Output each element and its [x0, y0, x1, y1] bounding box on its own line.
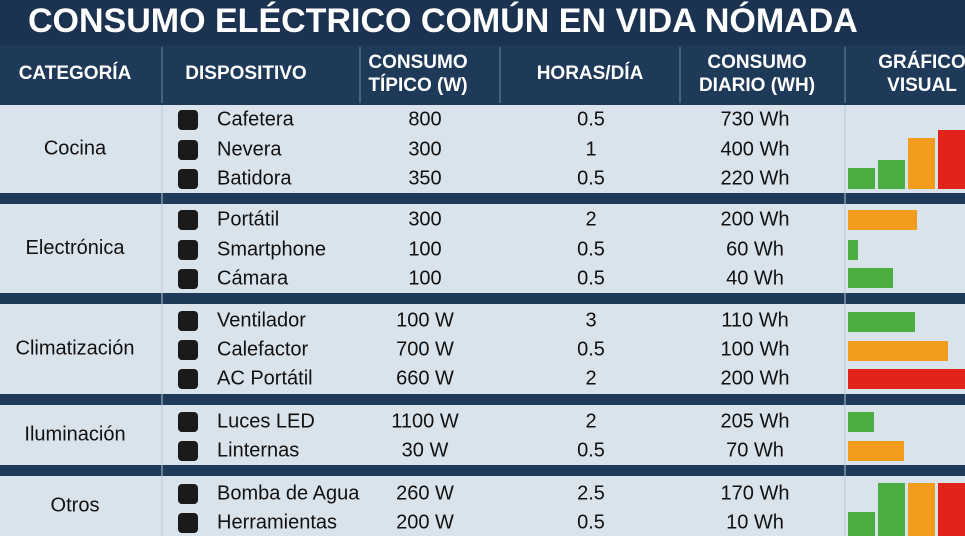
device-icon	[178, 169, 198, 189]
hours-per-day: 1	[585, 138, 596, 160]
header-label: VISUAL	[887, 75, 957, 96]
daily-consumption: 100 Wh	[721, 338, 790, 360]
device-name: Luces LED	[217, 410, 315, 432]
daily-consumption: 40 Wh	[726, 267, 784, 289]
typical-consumption: 200 W	[396, 511, 454, 533]
hours-per-day: 0.5	[577, 108, 605, 130]
device-name: Bomba de Agua	[217, 482, 360, 504]
header-label: GRÁFICO	[878, 51, 965, 73]
daily-consumption: 400 Wh	[721, 138, 790, 160]
hours-per-day: 0.5	[577, 267, 605, 289]
typical-consumption: 1100 W	[391, 410, 459, 432]
title-band	[0, 0, 965, 45]
hours-per-day: 2	[585, 410, 596, 432]
device-name: Nevera	[217, 138, 282, 160]
device-icon	[178, 269, 198, 289]
device-icon	[178, 369, 198, 389]
device-icon	[178, 412, 198, 432]
device-name: Portátil	[217, 208, 279, 230]
category-label: Otros	[51, 494, 100, 516]
hours-per-day: 0.5	[577, 511, 605, 533]
device-icon	[178, 311, 198, 331]
daily-consumption: 730 Wh	[721, 108, 790, 130]
device-icon	[178, 110, 198, 130]
device-icon	[178, 340, 198, 360]
hours-per-day: 3	[585, 309, 596, 331]
header-label: HORAS/DÍA	[537, 62, 644, 84]
typical-consumption: 660 W	[396, 367, 454, 389]
header-band	[0, 45, 965, 105]
daily-consumption: 205 Wh	[721, 410, 790, 432]
daily-consumption: 10 Wh	[726, 511, 784, 533]
hours-per-day: 2.5	[577, 482, 605, 504]
device-icon	[178, 140, 198, 160]
device-name: Smartphone	[217, 238, 326, 260]
daily-consumption: 70 Wh	[726, 439, 784, 461]
header-label: DISPOSITIVO	[185, 63, 306, 84]
hours-per-day: 0.5	[577, 338, 605, 360]
category-label: Electrónica	[26, 237, 126, 259]
device-name: Cámara	[217, 267, 289, 289]
typical-consumption: 30 W	[402, 439, 449, 461]
device-name: Linternas	[217, 439, 299, 461]
header-dividers	[161, 47, 846, 103]
title: CONSUMO ELÉCTRICO COMÚN EN VIDA NÓMADA	[28, 2, 858, 40]
typical-consumption: 300	[408, 138, 441, 160]
header-label: TÍPICO (W)	[368, 74, 467, 96]
daily-consumption: 200 Wh	[721, 367, 790, 389]
device-name: Calefactor	[217, 338, 308, 360]
category-label: Cocina	[44, 137, 107, 159]
device-icon	[178, 210, 198, 230]
daily-consumption: 110 Wh	[721, 309, 788, 331]
daily-consumption: 170 Wh	[721, 482, 790, 504]
separators	[0, 193, 965, 476]
device-name: Ventilador	[217, 309, 306, 331]
body-dividers	[161, 105, 846, 536]
hours-per-day: 2	[585, 208, 596, 230]
device-name: Cafetera	[217, 108, 295, 130]
header-label: CONSUMO	[368, 52, 467, 73]
device-name: Herramientas	[217, 511, 337, 533]
hours-per-day: 0.5	[577, 167, 605, 189]
typical-consumption: 300	[408, 208, 441, 230]
device-icon	[178, 240, 198, 260]
device-icon	[178, 513, 198, 533]
typical-consumption: 100	[408, 238, 441, 260]
header-label: DIARIO (WH)	[699, 75, 815, 96]
category-label: Iluminación	[24, 423, 125, 445]
header-label: CATEGORÍA	[19, 62, 132, 84]
typical-consumption: 700 W	[396, 338, 454, 360]
device-icon	[178, 484, 198, 504]
hours-per-day: 2	[585, 367, 596, 389]
hours-per-day: 0.5	[577, 439, 605, 461]
typical-consumption: 100 W	[396, 309, 454, 331]
daily-consumption: 200 Wh	[721, 208, 790, 230]
device-name: AC Portátil	[217, 367, 313, 389]
typical-consumption: 260 W	[396, 482, 454, 504]
daily-consumption: 60 Wh	[726, 238, 784, 260]
typical-consumption: 800	[408, 108, 441, 130]
daily-consumption: 220 Wh	[721, 167, 790, 189]
visual-bars	[848, 130, 965, 536]
header-label: CONSUMO	[707, 52, 806, 73]
device-icon	[178, 441, 198, 461]
device-name: Batidora	[217, 167, 292, 189]
typical-consumption: 350	[408, 167, 441, 189]
category-label: Climatización	[16, 337, 135, 359]
hours-per-day: 0.5	[577, 238, 605, 260]
typical-consumption: 100	[408, 267, 441, 289]
